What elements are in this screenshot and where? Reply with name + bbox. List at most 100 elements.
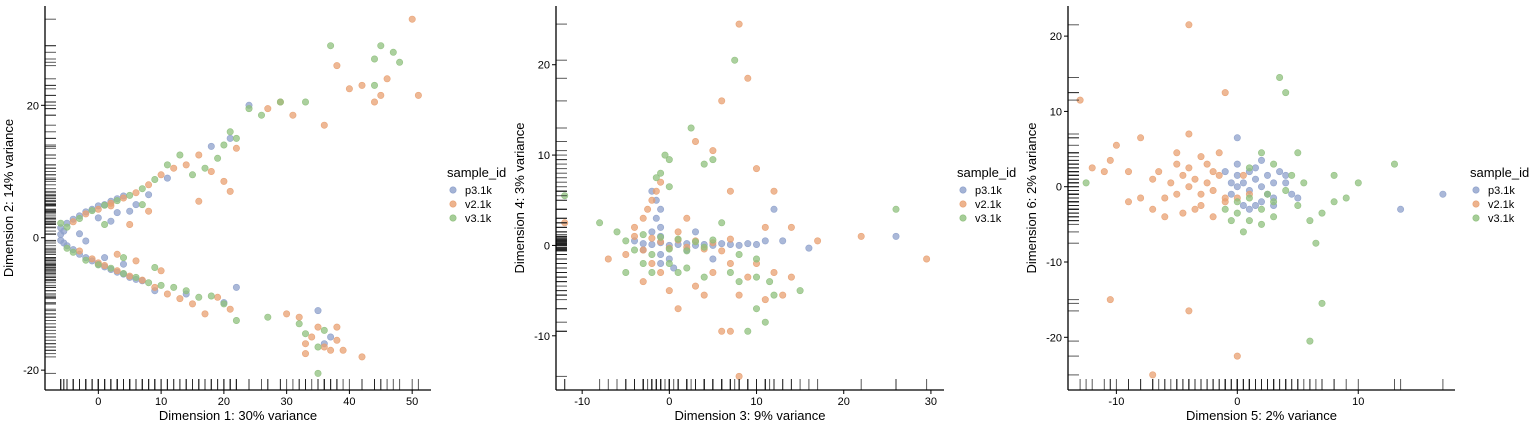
point-v3.1k	[195, 293, 203, 301]
legend-swatch-v2.1k	[959, 200, 967, 208]
point-v3.1k	[176, 151, 184, 159]
point-v3.1k	[709, 156, 717, 164]
point-v2.1k	[718, 247, 726, 255]
point-v3.1k	[1245, 164, 1253, 172]
point-v2.1k	[358, 81, 366, 89]
legend-entry-p3.1k: p3.1k	[465, 185, 492, 197]
point-v2.1k	[1125, 198, 1133, 206]
x-tick-label: -10	[1108, 396, 1124, 408]
point-v2.1k	[787, 273, 795, 281]
point-v2.1k	[1173, 190, 1181, 198]
point-v3.1k	[276, 98, 284, 106]
legend-entry-v3.1k: v3.1k	[975, 213, 1002, 225]
point-v2.1k	[157, 267, 165, 275]
point-v3.1k	[214, 154, 222, 162]
legend-entry-v3.1k: v3.1k	[465, 213, 492, 225]
point-v2.1k	[333, 336, 341, 344]
point-v2.1k	[1155, 168, 1163, 176]
point-v2.1k	[69, 218, 77, 226]
point-v3.1k	[761, 318, 769, 326]
point-v2.1k	[761, 223, 769, 231]
point-v2.1k	[718, 97, 726, 105]
point-v2.1k	[1149, 205, 1157, 213]
point-v2.1k	[1161, 194, 1169, 202]
point-v2.1k	[923, 255, 931, 263]
point-p3.1k	[1227, 179, 1235, 187]
point-v2.1k	[195, 197, 203, 205]
point-v2.1k	[333, 62, 341, 70]
y-tick-label: 20	[1050, 31, 1062, 43]
point-v3.1k	[639, 259, 647, 267]
point-v2.1k	[1167, 179, 1175, 187]
legend: sample_id p3.1k v2.1k v3.1k	[447, 165, 506, 225]
point-p3.1k	[892, 232, 900, 240]
point-v3.1k	[389, 48, 397, 56]
point-v3.1k	[766, 278, 774, 286]
point-v3.1k	[718, 219, 726, 227]
point-p3.1k	[657, 205, 665, 213]
point-v3.1k	[201, 164, 209, 172]
point-v3.1k	[220, 300, 228, 308]
point-v3.1k	[1318, 299, 1326, 307]
point-v3.1k	[735, 278, 743, 286]
x-tick-label: 30	[925, 396, 937, 408]
point-v3.1k	[674, 268, 682, 276]
point-v3.1k	[120, 269, 128, 277]
point-v3.1k	[113, 197, 121, 205]
point-v3.1k	[138, 201, 146, 209]
x-axis-label: Dimension 1: 30% variance	[159, 408, 317, 423]
point-v3.1k	[63, 244, 71, 252]
point-v3.1k	[665, 183, 673, 191]
point-p3.1k	[1233, 171, 1241, 179]
point-p3.1k	[1258, 156, 1266, 164]
point-v3.1k	[709, 236, 717, 244]
point-p3.1k	[1239, 202, 1247, 210]
point-v2.1k	[726, 327, 734, 335]
x-axis-label: Dimension 5: 2% variance	[1186, 408, 1337, 423]
point-v3.1k	[226, 128, 234, 136]
point-v2.1k	[1173, 160, 1181, 168]
point-p3.1k	[1233, 160, 1241, 168]
point-v3.1k	[120, 254, 128, 262]
points-layer	[57, 15, 422, 377]
point-v2.1k	[639, 278, 647, 286]
point-p3.1k	[1252, 175, 1260, 183]
point-v2.1k	[1185, 21, 1193, 29]
panel-2: -10 0 10 20 30 -10 0 10 20 Dimension 3: 9% varian…	[512, 6, 1016, 423]
point-p3.1k	[1270, 179, 1278, 187]
point-v2.1k	[726, 187, 734, 195]
point-v3.1k	[622, 237, 630, 245]
point-v3.1k	[648, 268, 656, 276]
point-p3.1k	[113, 209, 121, 217]
legend-swatch-v3.1k	[959, 214, 967, 222]
point-v3.1k	[126, 191, 134, 199]
point-v3.1k	[1239, 228, 1247, 236]
point-v2.1k	[1215, 171, 1223, 179]
point-p3.1k	[652, 214, 660, 222]
point-v2.1k	[145, 207, 153, 215]
point-v2.1k	[320, 343, 328, 351]
point-p3.1k	[1233, 134, 1241, 142]
point-v2.1k	[665, 287, 673, 295]
legend-entry-p3.1k: p3.1k	[975, 185, 1002, 197]
point-p3.1k	[1252, 202, 1260, 210]
point-v2.1k	[718, 327, 726, 335]
point-p3.1k	[226, 134, 234, 142]
y-tick-label: -20	[23, 365, 39, 377]
y-tick-label: -10	[534, 331, 550, 343]
x-tick-label: 10	[155, 396, 167, 408]
point-v3.1k	[1306, 217, 1314, 225]
point-p3.1k	[120, 260, 128, 268]
point-v2.1k	[320, 121, 328, 129]
point-v2.1k	[370, 98, 378, 106]
point-v3.1k	[1288, 171, 1296, 179]
point-v2.1k	[107, 202, 115, 210]
point-v2.1k	[113, 267, 121, 275]
point-p3.1k	[744, 240, 752, 248]
point-v2.1k	[414, 91, 422, 99]
y-axis-label: Dimension 6: 2% variance	[1024, 122, 1039, 273]
point-v3.1k	[314, 369, 322, 377]
point-p3.1k	[1294, 194, 1302, 202]
